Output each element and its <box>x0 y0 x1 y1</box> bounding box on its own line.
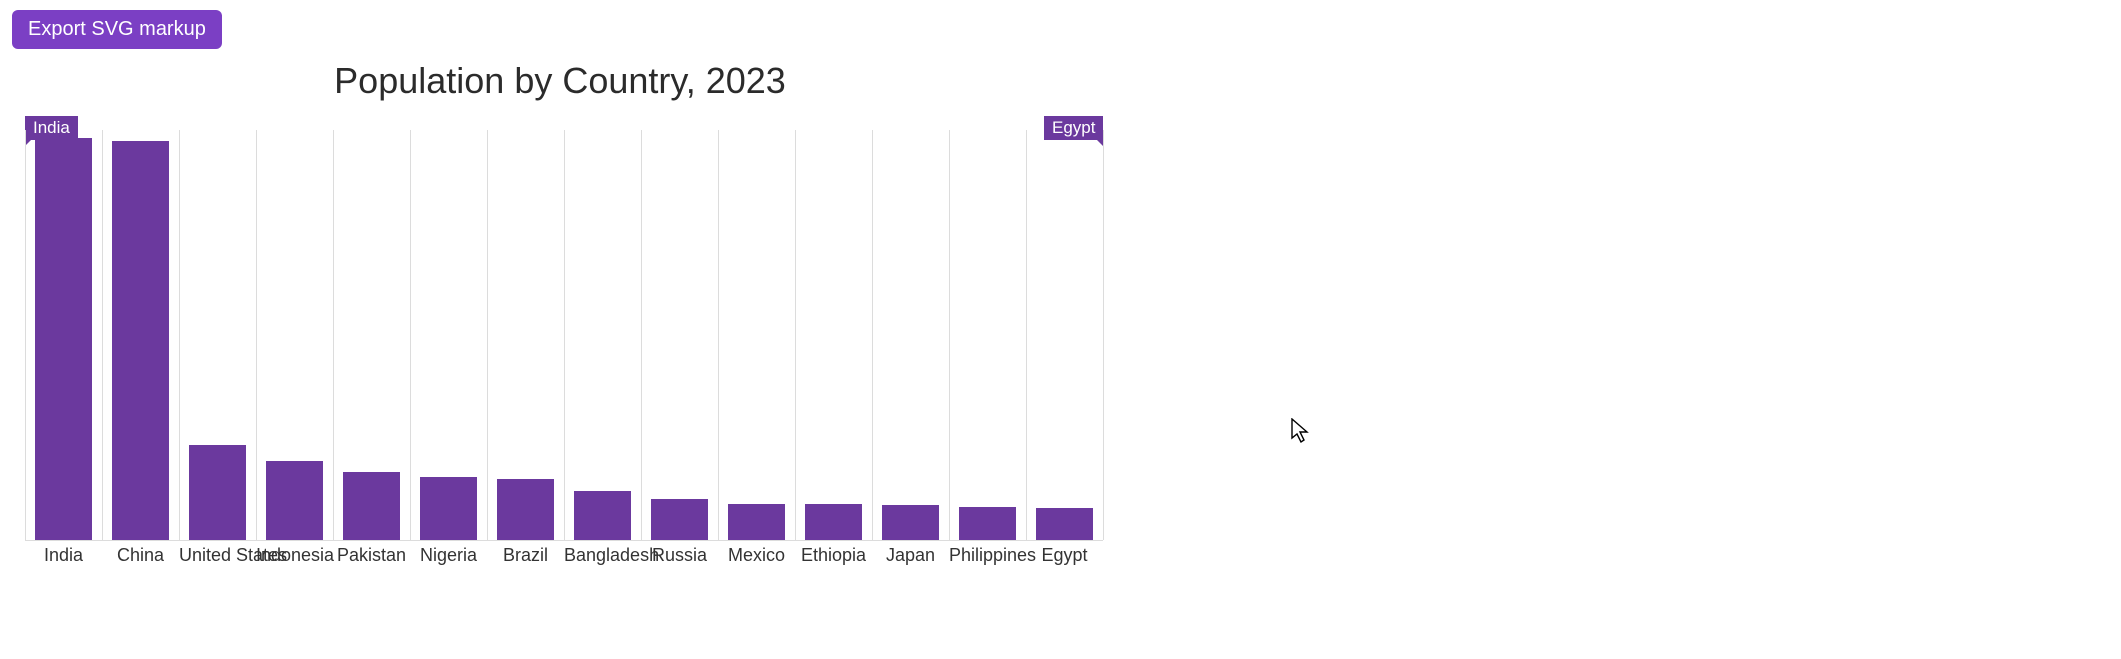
bar-slot[interactable] <box>343 130 400 540</box>
bar[interactable] <box>112 141 169 540</box>
chart-plot-area <box>25 130 1103 540</box>
chart-gridline <box>487 130 488 540</box>
x-axis-label: Mexico <box>718 545 795 566</box>
chart-x-axis: IndiaChinaUnited StatesIndonesiaPakistan… <box>25 545 1103 575</box>
chart-gridline <box>410 130 411 540</box>
bar-slot[interactable] <box>728 130 785 540</box>
chart-gridline <box>641 130 642 540</box>
chart-gridline <box>949 130 950 540</box>
x-axis-label: United States <box>179 545 256 566</box>
bar-slot[interactable] <box>805 130 862 540</box>
x-axis-label: India <box>25 545 102 566</box>
bar-slot[interactable] <box>420 130 477 540</box>
x-axis-label: Egypt <box>1026 545 1103 566</box>
bar[interactable] <box>651 499 708 540</box>
x-axis-label: China <box>102 545 179 566</box>
chart-title: Population by Country, 2023 <box>0 60 1120 102</box>
chart-gridline <box>718 130 719 540</box>
x-axis-label: Brazil <box>487 545 564 566</box>
chart-gridline <box>179 130 180 540</box>
bar[interactable] <box>1036 508 1093 540</box>
bar[interactable] <box>497 479 554 540</box>
chart-gridline <box>256 130 257 540</box>
bar[interactable] <box>35 138 92 540</box>
x-axis-label: Indonesia <box>256 545 333 566</box>
chart-gridline <box>1026 130 1027 540</box>
bar[interactable] <box>420 477 477 540</box>
chart-gridline <box>795 130 796 540</box>
bar-slot[interactable] <box>959 130 1016 540</box>
bar[interactable] <box>343 472 400 540</box>
bar[interactable] <box>805 504 862 540</box>
chart-gridline <box>333 130 334 540</box>
chart-gridline <box>872 130 873 540</box>
chart-gridline <box>564 130 565 540</box>
bar-slot[interactable] <box>1036 130 1093 540</box>
bar[interactable] <box>574 491 631 540</box>
bar-slot[interactable] <box>266 130 323 540</box>
range-callout-right-label: Egypt <box>1052 118 1095 137</box>
bar-slot[interactable] <box>189 130 246 540</box>
bar-slot[interactable] <box>497 130 554 540</box>
bar-slot[interactable] <box>651 130 708 540</box>
export-svg-button[interactable]: Export SVG markup <box>12 10 222 49</box>
chart-gridline <box>25 130 26 540</box>
chart-baseline <box>25 540 1103 541</box>
bar[interactable] <box>266 461 323 540</box>
bar[interactable] <box>882 505 939 540</box>
chart-gridline <box>1103 130 1104 540</box>
x-axis-label: Pakistan <box>333 545 410 566</box>
range-callout-right[interactable]: Egypt <box>1044 116 1103 140</box>
bar-slot[interactable] <box>35 130 92 540</box>
bar[interactable] <box>728 504 785 540</box>
x-axis-label: Bangladesh <box>564 545 641 566</box>
bar-slot[interactable] <box>882 130 939 540</box>
chart-gridline <box>102 130 103 540</box>
x-axis-label: Japan <box>872 545 949 566</box>
bar-slot[interactable] <box>574 130 631 540</box>
x-axis-label: Philippines <box>949 545 1026 566</box>
x-axis-label: Nigeria <box>410 545 487 566</box>
x-axis-label: Ethiopia <box>795 545 872 566</box>
mouse-cursor-icon <box>1290 418 1310 444</box>
x-axis-label: Russia <box>641 545 718 566</box>
bar[interactable] <box>959 507 1016 540</box>
bar[interactable] <box>189 445 246 540</box>
bar-slot[interactable] <box>112 130 169 540</box>
